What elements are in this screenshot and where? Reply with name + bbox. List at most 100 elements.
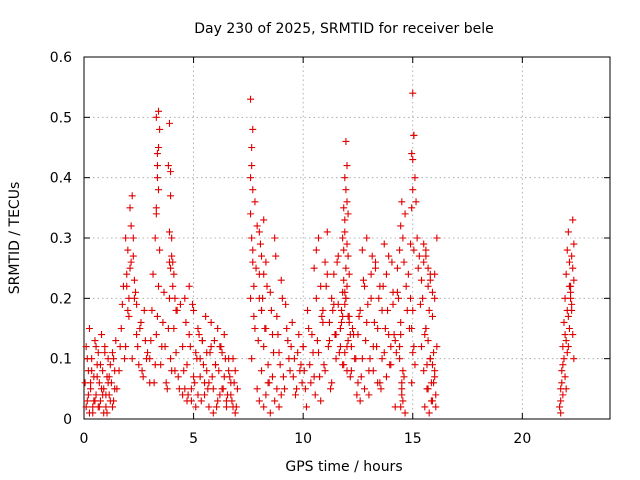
data-point [102,403,110,411]
data-point [104,379,112,387]
data-point [344,252,352,260]
data-point [84,391,92,399]
data-point [561,331,569,339]
data-point [420,367,428,375]
data-point [151,361,159,369]
data-point [345,318,353,326]
data-point [347,343,355,351]
data-point [155,186,163,194]
y-tick-label: 0.1 [50,352,72,368]
data-point [338,306,346,314]
y-tick-label: 0.6 [50,50,72,66]
data-point [249,186,257,194]
data-point [411,361,419,369]
data-point [341,174,349,182]
data-point [268,373,276,381]
data-point [384,306,392,314]
data-point [567,288,575,296]
data-point [205,379,213,387]
data-point [194,391,202,399]
data-point [124,306,132,314]
data-point [433,343,441,351]
data-point [295,331,303,339]
data-point [262,325,270,332]
data-point [220,331,228,339]
data-point [88,367,96,375]
data-point [216,391,224,399]
data-point [152,331,160,339]
data-point [343,367,351,375]
y-tick-label: 0.2 [50,291,72,307]
data-point [324,343,332,351]
data-point [172,349,180,357]
axis-ticks: 0 5 10 15 20 0 0.1 0.2 0.3 0.4 0.5 0.6 [50,50,610,447]
data-point [149,270,157,278]
data-point [185,331,193,339]
data-point [308,331,316,339]
data-point [332,331,340,339]
data-point [153,162,161,170]
data-point [400,373,408,381]
data-point [368,252,376,260]
data-point [563,349,571,357]
data-point [291,391,299,399]
data-point [281,385,289,393]
data-point [328,294,336,302]
data-point [361,385,369,393]
data-point [344,312,352,320]
data-point [180,367,188,375]
data-point [156,246,164,254]
data-point [196,373,204,381]
data-point [321,367,329,375]
data-point [127,258,135,266]
data-point [341,349,349,357]
data-point [190,373,198,381]
data-point [559,361,567,369]
data-point [85,409,93,417]
data-point [340,204,348,212]
data-point [192,403,200,411]
data-point [222,403,230,411]
data-point [254,337,262,345]
data-point [305,325,313,332]
data-point [564,312,572,320]
data-point [184,391,192,399]
data-point [325,318,333,326]
data-point [227,391,235,399]
data-point [329,306,337,314]
data-point [409,349,417,357]
data-point [407,294,415,302]
data-point [401,409,409,417]
data-point [134,343,142,351]
data-point [277,391,285,399]
data-point [231,409,239,417]
data-point [101,343,109,351]
data-point [130,276,138,284]
data-point [410,343,418,351]
data-point [144,349,152,357]
data-point [204,385,212,393]
data-point [164,162,172,170]
data-point [248,144,256,151]
data-point [396,343,404,351]
data-point [398,379,406,387]
data-point [94,349,102,357]
data-point [330,270,338,278]
data-point [313,337,321,345]
data-point [216,343,224,351]
data-point [382,270,390,278]
data-point [563,306,571,314]
y-axis-label: SRMTID / TECUs [7,182,23,295]
data-point [277,276,285,284]
data-point [105,373,113,381]
data-point [424,282,432,290]
data-point [186,343,194,351]
data-point [414,264,422,272]
data-point [151,234,159,242]
data-point [273,385,281,393]
data-point [255,294,263,302]
data-point [267,306,275,314]
data-point [570,276,578,284]
data-point [162,379,170,387]
data-point [264,361,272,369]
